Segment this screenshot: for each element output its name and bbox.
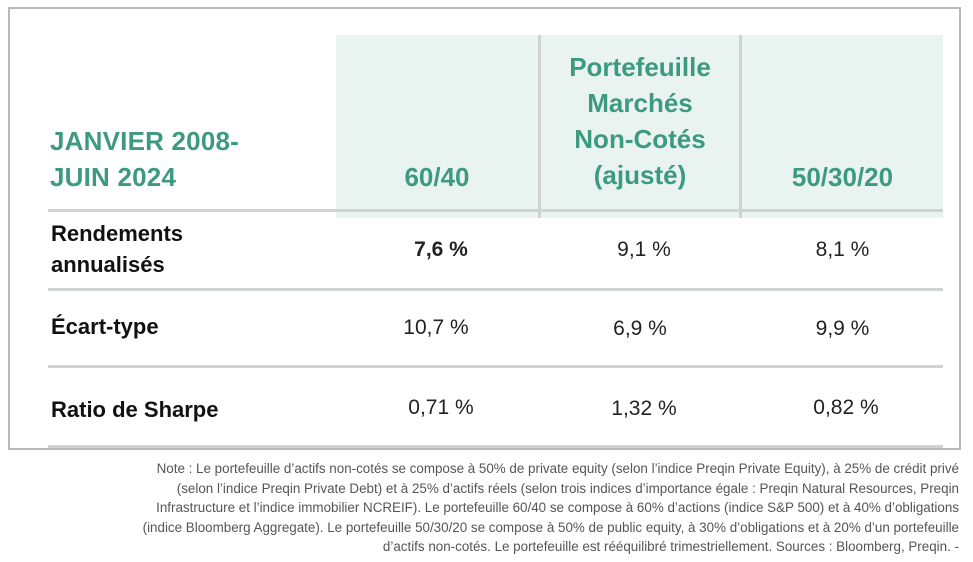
table-cell: 0,71 %: [408, 396, 474, 419]
footnote-line: Infrastructure et l’indice immobilier NC…: [156, 500, 959, 516]
header-background: [336, 35, 943, 218]
footnote-line: d’actifs non-cotés. Le portefeuille est …: [382, 539, 959, 555]
column-header-line: (ajusté): [593, 160, 687, 190]
table-cell: 7,6 %: [414, 238, 468, 261]
column-header-line: Portefeuille: [569, 52, 711, 82]
row-label-line: annualisés: [51, 252, 165, 277]
period-header: JANVIER 2008- JUIN 2024: [50, 123, 239, 195]
row-label-line: Écart-type: [51, 314, 159, 339]
table-cell: 6,9 %: [613, 317, 667, 340]
row-label-line: Ratio de Sharpe: [51, 397, 219, 422]
table-cell: 9,9 %: [815, 317, 870, 340]
comparison-table: JANVIER 2008- JUIN 2024 60/40 Portefeuil…: [8, 7, 961, 450]
table-cell: 10,7 %: [403, 316, 469, 339]
row-label-sharpe-ratio: Ratio de Sharpe: [51, 394, 218, 425]
column-header-line: Non-Cotés: [574, 124, 706, 154]
table-cell: 1,32 %: [611, 397, 677, 420]
column-header-60-40: 60/40: [336, 159, 538, 195]
row-label-line: Rendements: [51, 221, 184, 246]
period-line: JANVIER 2008-: [50, 126, 240, 156]
footnote: Note : Le portefeuille d’actifs non-coté…: [4, 459, 959, 557]
column-header-line: Marchés: [587, 88, 693, 118]
table-cell: 0,82 %: [813, 396, 879, 419]
table-cell: 9,1 %: [617, 238, 671, 261]
row-divider: [48, 365, 943, 368]
header-divider: [538, 35, 541, 218]
row-divider: [48, 209, 943, 212]
period-line: JUIN 2024: [50, 162, 177, 192]
column-header-line: 60/40: [404, 162, 470, 192]
footnote-line: (indice Bloomberg Aggregate). Le portefe…: [142, 519, 959, 535]
column-header-line: 50/30/20: [791, 162, 894, 192]
row-divider: [48, 445, 943, 448]
column-header-50-30-20: 50/30/20: [742, 159, 943, 195]
row-label-annualized-returns: Rendements annualisés: [51, 218, 183, 280]
table-cell: 8,1 %: [815, 238, 870, 261]
column-header-private-markets: Portefeuille Marchés Non-Cotés (ajusté): [541, 49, 739, 193]
footnote-line: Note : Le portefeuille d’actifs non-coté…: [156, 461, 959, 476]
header-divider: [739, 35, 742, 218]
row-label-std-dev: Écart-type: [51, 311, 159, 342]
row-divider: [48, 288, 943, 291]
footnote-line: (selon l’indice Preqin Private Debt) et …: [176, 480, 959, 496]
